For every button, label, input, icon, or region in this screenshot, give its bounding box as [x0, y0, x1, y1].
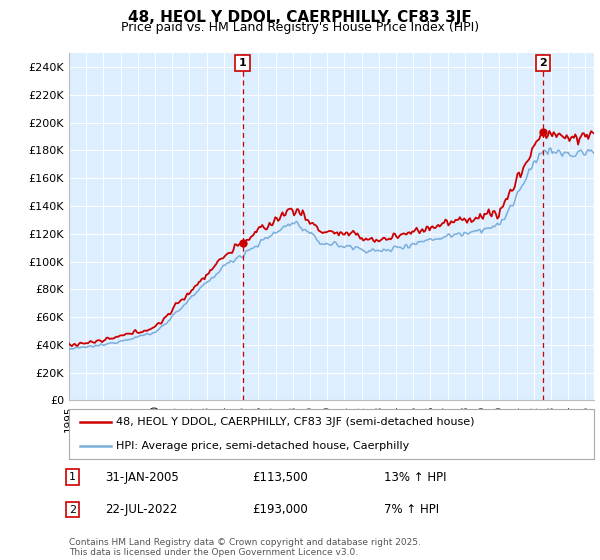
Text: 48, HEOL Y DDOL, CAERPHILLY, CF83 3JF: 48, HEOL Y DDOL, CAERPHILLY, CF83 3JF — [128, 10, 472, 25]
Text: 1: 1 — [69, 472, 76, 482]
Text: 13% ↑ HPI: 13% ↑ HPI — [384, 470, 446, 484]
Text: 1: 1 — [239, 58, 247, 68]
Text: £113,500: £113,500 — [252, 470, 308, 484]
Text: £193,000: £193,000 — [252, 503, 308, 516]
Text: Contains HM Land Registry data © Crown copyright and database right 2025.
This d: Contains HM Land Registry data © Crown c… — [69, 538, 421, 557]
Text: 2: 2 — [539, 58, 547, 68]
Text: Price paid vs. HM Land Registry's House Price Index (HPI): Price paid vs. HM Land Registry's House … — [121, 21, 479, 34]
Text: 2: 2 — [69, 505, 76, 515]
Text: 7% ↑ HPI: 7% ↑ HPI — [384, 503, 439, 516]
Text: 48, HEOL Y DDOL, CAERPHILLY, CF83 3JF (semi-detached house): 48, HEOL Y DDOL, CAERPHILLY, CF83 3JF (s… — [116, 417, 475, 427]
Text: HPI: Average price, semi-detached house, Caerphilly: HPI: Average price, semi-detached house,… — [116, 441, 409, 451]
Text: 31-JAN-2005: 31-JAN-2005 — [105, 470, 179, 484]
Text: 22-JUL-2022: 22-JUL-2022 — [105, 503, 178, 516]
